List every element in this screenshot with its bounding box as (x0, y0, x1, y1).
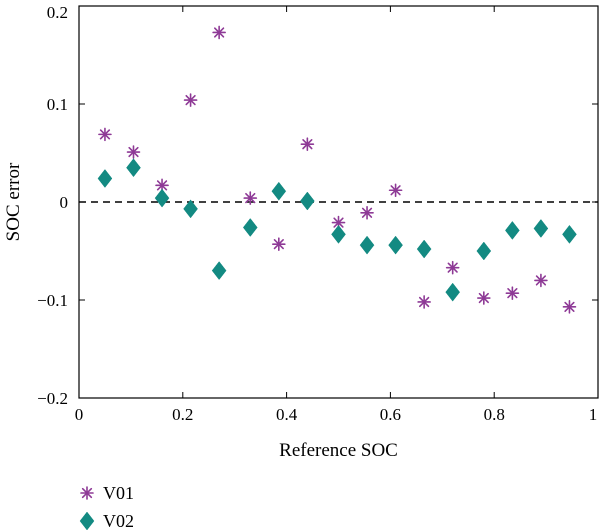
x-tick-label: 1 (589, 405, 598, 424)
v02-point (533, 219, 549, 238)
v01-point (477, 291, 491, 305)
v01-point (417, 295, 431, 309)
v02-point (242, 218, 258, 237)
x-tick-label: 0.6 (380, 405, 401, 424)
v01-point (331, 215, 346, 230)
v02-point (97, 169, 113, 188)
v02-point (562, 224, 577, 244)
v02-point (476, 241, 492, 261)
v02-point (300, 191, 315, 211)
v01-point (243, 191, 258, 205)
v01-point (360, 205, 374, 220)
v01-point (534, 273, 548, 288)
x-tick-label: 0.8 (484, 405, 505, 424)
y-tick-label: 0.1 (47, 95, 68, 114)
y-tick-label: 0.2 (47, 3, 68, 22)
v02-point (271, 181, 287, 201)
v01-point (445, 260, 460, 275)
v01-point (98, 127, 112, 142)
v02-point (154, 188, 170, 208)
v01-point (272, 237, 286, 251)
v01-point (155, 178, 169, 193)
y-tick-label: −0.1 (37, 291, 68, 310)
y-axis-label: SOC error (3, 162, 24, 241)
legend-marker-v01 (80, 486, 94, 500)
x-tick-label: 0.2 (172, 405, 193, 424)
v02-point (126, 158, 141, 178)
v02-point (388, 235, 403, 255)
v01-point (562, 300, 577, 314)
x-tick-label: 0 (75, 405, 84, 424)
v01-point (388, 183, 403, 198)
v01-point (505, 286, 520, 300)
y-tick-label: 0 (60, 193, 69, 212)
y-tick-label: −0.2 (37, 389, 68, 408)
v01-point (300, 137, 315, 151)
v02-point (183, 199, 198, 219)
data-points (97, 25, 577, 314)
v02-point (416, 239, 432, 259)
v01-point (212, 25, 226, 40)
legend-label-v01: V01 (103, 483, 134, 503)
x-tick-labels: 0 0.2 0.4 0.6 0.8 1 (75, 405, 598, 424)
x-tick-label: 0.4 (276, 405, 298, 424)
v02-point (359, 235, 375, 255)
v02-point (331, 224, 346, 244)
v02-point (505, 221, 520, 240)
x-axis-label: Reference SOC (279, 440, 398, 461)
legend-marker-v02 (79, 511, 95, 531)
v01-point (183, 93, 198, 107)
v01-point (126, 145, 141, 159)
v02-point (445, 282, 460, 302)
legend-label-v02: V02 (103, 511, 134, 531)
plot-area-frame (78, 5, 599, 399)
v02-point (211, 261, 227, 281)
y-tick-labels: −0.2 −0.1 0 0.1 0.2 (37, 3, 68, 408)
